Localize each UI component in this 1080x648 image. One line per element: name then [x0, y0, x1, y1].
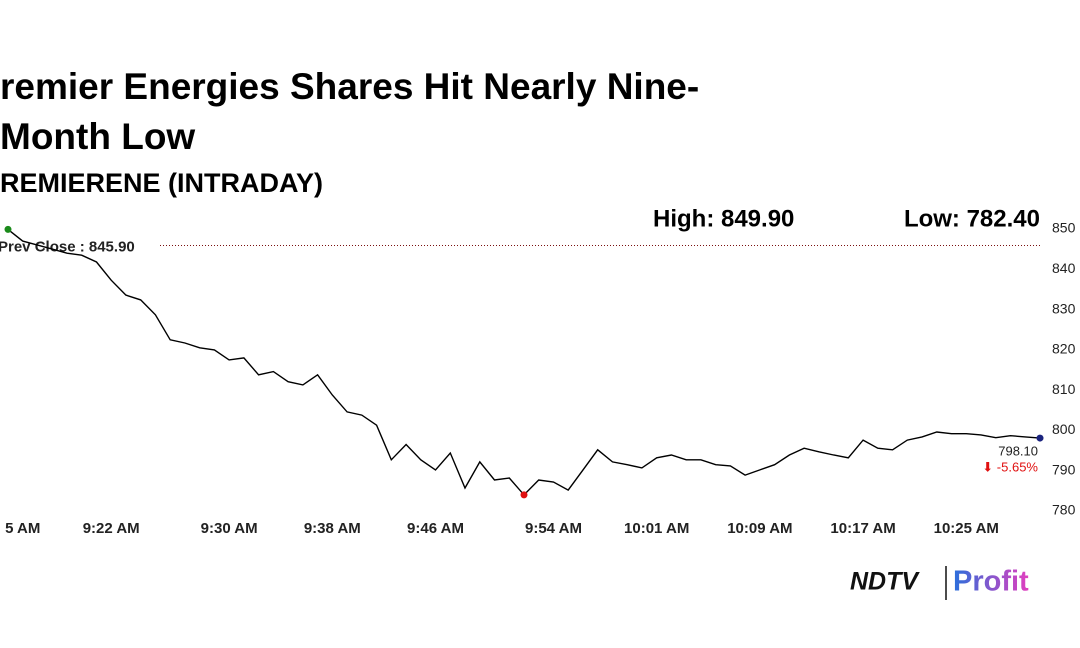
x-tick-label: 10:09 AM [727, 520, 792, 537]
high-dot [4, 225, 12, 233]
prev-close-label: Prev Close : 845.90 [0, 238, 135, 255]
y-tick-label: 850 [1052, 220, 1076, 236]
x-tick-label: 9:22 AM [83, 520, 140, 537]
brand: NDTV [850, 568, 920, 596]
x-tick-label: 10:17 AM [830, 520, 895, 537]
x-tick-label: 10:01 AM [624, 520, 689, 537]
y-tick-label: 820 [1052, 341, 1076, 357]
y-tick-label: 800 [1052, 421, 1076, 437]
price-line [7, 228, 1041, 496]
x-tick-label: 10:25 AM [934, 520, 999, 537]
y-tick-label: 830 [1052, 300, 1076, 316]
chart-title: remier Energies Shares Hit Nearly Nine-M… [0, 66, 700, 157]
brand-sub: Profit [953, 566, 1029, 598]
x-tick-label: 9:38 AM [304, 520, 361, 537]
y-tick-label: 790 [1052, 461, 1076, 477]
low-label: Low: 782.40 [904, 205, 1040, 232]
y-tick-label: 810 [1052, 381, 1076, 397]
last-dot [1036, 434, 1044, 442]
high-label: High: 849.90 [653, 205, 794, 232]
y-tick-label: 780 [1052, 502, 1076, 518]
last-value-label: 798.10 [998, 444, 1038, 459]
change-label: ⬇ -5.65% [982, 460, 1038, 475]
low-dot [520, 491, 528, 499]
x-tick-label: 5 AM [5, 520, 40, 537]
x-tick-label: 9:46 AM [407, 520, 464, 537]
chart-subtitle: REMIERENE (INTRADAY) [0, 168, 324, 198]
x-tick-label: 9:54 AM [525, 520, 582, 537]
x-tick-label: 9:30 AM [201, 520, 258, 537]
y-tick-label: 840 [1052, 260, 1076, 276]
